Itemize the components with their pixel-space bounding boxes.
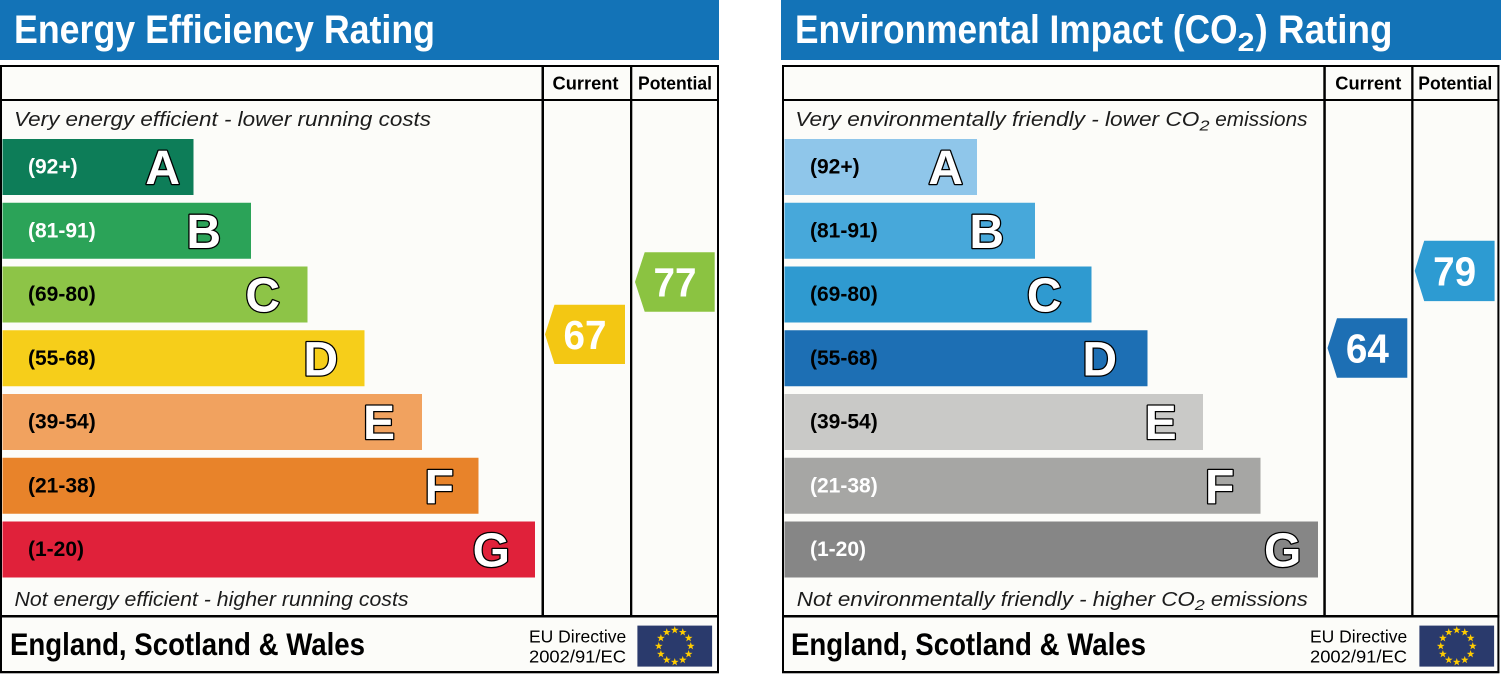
svg-text:Environmental Impact (CO: Environmental Impact (CO	[795, 8, 1238, 52]
svg-text:emissions: emissions	[1205, 588, 1308, 611]
svg-text:79: 79	[1433, 249, 1476, 295]
svg-text:emissions: emissions	[1210, 108, 1308, 131]
svg-text:) Rating: ) Rating	[1256, 8, 1393, 52]
svg-text:64: 64	[1346, 326, 1389, 372]
svg-text:(1-20): (1-20)	[810, 538, 866, 561]
svg-text:(1-20): (1-20)	[28, 538, 84, 561]
svg-text:2: 2	[1238, 27, 1255, 57]
svg-text:C: C	[245, 270, 280, 323]
svg-text:(21-38): (21-38)	[810, 474, 878, 497]
svg-text:Potential: Potential	[1418, 74, 1492, 94]
svg-text:Current: Current	[553, 74, 619, 94]
svg-text:D: D	[303, 333, 338, 386]
svg-text:B: B	[969, 206, 1004, 259]
svg-text:Very energy efficient - lower: Very energy efficient - lower running co…	[14, 108, 431, 131]
svg-text:EU Directive: EU Directive	[529, 626, 626, 646]
svg-text:A: A	[145, 142, 180, 195]
svg-text:2: 2	[1198, 118, 1210, 135]
svg-text:2002/91/EC: 2002/91/EC	[1310, 647, 1407, 667]
svg-text:67: 67	[564, 312, 607, 358]
svg-text:England, Scotland & Wales: England, Scotland & Wales	[10, 626, 365, 662]
svg-text:C: C	[1027, 270, 1062, 323]
svg-text:(39-54): (39-54)	[810, 411, 878, 434]
svg-text:D: D	[1082, 333, 1117, 386]
svg-text:G: G	[473, 525, 510, 578]
svg-text:(92+): (92+)	[28, 156, 78, 179]
svg-text:E: E	[1145, 397, 1177, 450]
svg-text:(81-91): (81-91)	[810, 219, 878, 242]
svg-text:E: E	[363, 397, 395, 450]
svg-text:A: A	[928, 142, 963, 195]
svg-text:77: 77	[654, 260, 697, 306]
svg-text:2002/91/EC: 2002/91/EC	[529, 647, 626, 667]
svg-text:Not environmentally friendly -: Not environmentally friendly - higher CO	[797, 588, 1195, 611]
svg-text:(39-54): (39-54)	[28, 411, 96, 434]
svg-text:Potential: Potential	[638, 74, 712, 94]
svg-text:Very environmentally friendly: Very environmentally friendly - lower CO	[795, 108, 1199, 131]
svg-text:G: G	[1264, 525, 1301, 578]
svg-text:England, Scotland & Wales: England, Scotland & Wales	[791, 626, 1146, 662]
svg-text:Current: Current	[1335, 74, 1401, 94]
svg-text:2: 2	[1194, 597, 1206, 614]
svg-text:(69-80): (69-80)	[810, 283, 878, 306]
svg-text:B: B	[186, 206, 221, 259]
svg-text:F: F	[1205, 461, 1234, 514]
svg-text:Energy Efficiency Rating: Energy Efficiency Rating	[14, 8, 435, 52]
svg-text:(21-38): (21-38)	[28, 474, 96, 497]
svg-text:(55-68): (55-68)	[810, 347, 878, 370]
svg-text:(55-68): (55-68)	[28, 347, 96, 370]
svg-text:Not energy efficient - higher: Not energy efficient - higher running co…	[15, 588, 409, 611]
svg-text:EU Directive: EU Directive	[1310, 626, 1407, 646]
svg-text:(92+): (92+)	[810, 156, 860, 179]
svg-text:F: F	[425, 461, 454, 514]
svg-text:(69-80): (69-80)	[28, 283, 96, 306]
svg-text:(81-91): (81-91)	[28, 219, 96, 242]
